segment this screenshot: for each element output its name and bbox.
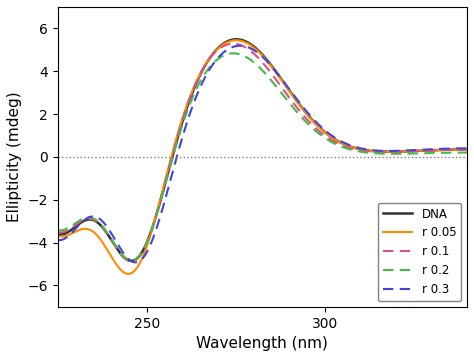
r 0.05 xyxy=(392,150,398,154)
r 0.05 xyxy=(251,45,256,50)
Line: DNA: DNA xyxy=(58,39,467,261)
r 0.1 xyxy=(251,51,256,55)
r 0.2 xyxy=(251,60,256,64)
r 0.3 xyxy=(133,260,138,265)
r 0.3 xyxy=(392,149,398,153)
DNA xyxy=(129,259,135,263)
DNA xyxy=(456,147,462,151)
DNA xyxy=(251,44,256,49)
Line: r 0.3: r 0.3 xyxy=(58,46,467,262)
DNA xyxy=(55,232,61,236)
r 0.1 xyxy=(230,42,236,46)
r 0.1 xyxy=(300,113,306,117)
Y-axis label: Ellipticity (mdeg): Ellipticity (mdeg) xyxy=(7,92,22,222)
r 0.3 xyxy=(254,49,259,54)
r 0.05 xyxy=(300,107,306,112)
r 0.05 xyxy=(278,77,284,81)
r 0.1 xyxy=(456,147,462,151)
Line: r 0.2: r 0.2 xyxy=(58,53,467,261)
r 0.1 xyxy=(254,54,259,58)
r 0.1 xyxy=(392,150,398,154)
r 0.1 xyxy=(55,230,61,234)
r 0.2 xyxy=(254,62,259,67)
DNA xyxy=(300,107,306,111)
r 0.1 xyxy=(129,259,135,263)
DNA xyxy=(254,47,259,51)
DNA xyxy=(464,147,470,151)
r 0.05 xyxy=(55,233,61,238)
r 0.2 xyxy=(129,258,135,263)
r 0.3 xyxy=(464,146,470,150)
r 0.3 xyxy=(237,44,243,48)
r 0.05 xyxy=(254,47,259,52)
r 0.1 xyxy=(278,84,284,88)
r 0.3 xyxy=(55,238,61,242)
r 0.2 xyxy=(464,150,470,155)
r 0.2 xyxy=(55,228,61,232)
r 0.3 xyxy=(456,146,462,150)
r 0.05 xyxy=(234,38,239,43)
Line: r 0.1: r 0.1 xyxy=(58,44,467,261)
Line: r 0.05: r 0.05 xyxy=(58,40,467,274)
r 0.3 xyxy=(300,105,306,109)
r 0.2 xyxy=(300,117,306,121)
r 0.2 xyxy=(392,152,398,156)
r 0.05 xyxy=(126,272,131,276)
DNA xyxy=(234,37,239,42)
Legend: DNA, r 0.05, r 0.1, r 0.2, r 0.3: DNA, r 0.05, r 0.1, r 0.2, r 0.3 xyxy=(378,203,461,301)
r 0.05 xyxy=(464,147,470,151)
r 0.3 xyxy=(278,76,284,80)
r 0.2 xyxy=(278,90,284,95)
DNA xyxy=(278,76,284,81)
r 0.1 xyxy=(464,147,470,151)
r 0.3 xyxy=(251,48,256,52)
r 0.2 xyxy=(456,150,462,155)
X-axis label: Wavelength (nm): Wavelength (nm) xyxy=(196,336,328,351)
DNA xyxy=(392,150,398,154)
r 0.05 xyxy=(456,147,462,151)
r 0.2 xyxy=(230,51,236,55)
